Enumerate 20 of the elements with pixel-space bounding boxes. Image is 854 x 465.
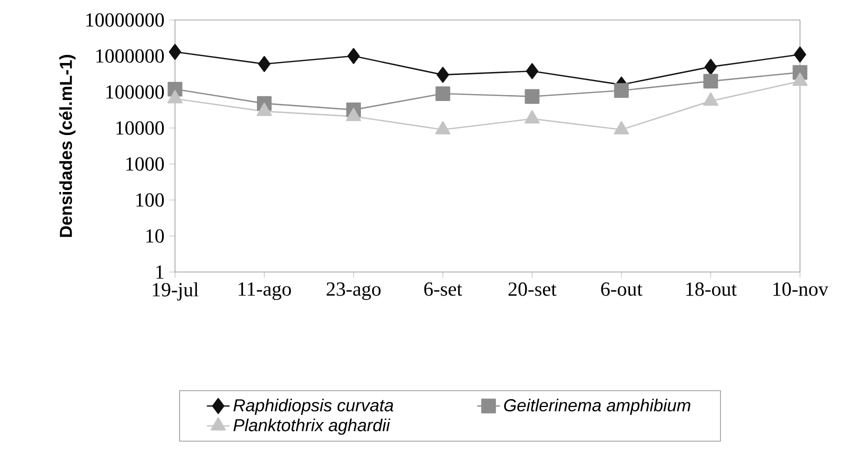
x-tick-label: 10-nov bbox=[773, 282, 828, 296]
x-tick-label: 23-ago bbox=[326, 282, 381, 300]
legend-label: Geitlerinema amphibium bbox=[504, 398, 690, 415]
legend-label: Planktothrix aghardii bbox=[233, 418, 390, 435]
y-tick-label: 10000000 bbox=[86, 13, 164, 27]
y-tick-label: 100 bbox=[136, 193, 164, 207]
y-tick-label: 1 bbox=[156, 265, 164, 279]
legend-label: Raphidiopsis curvata bbox=[233, 398, 394, 415]
x-tick-label: 6-set bbox=[424, 282, 462, 296]
y-tick-label: 100000 bbox=[106, 85, 164, 99]
x-tick-label: 11-ago bbox=[238, 282, 291, 300]
y-tick-label: 10000 bbox=[116, 121, 164, 135]
y-tick-label: 10 bbox=[146, 229, 164, 243]
x-tick-label: 19-jul bbox=[152, 282, 198, 301]
y-axis-title: Densidades (cél.mL-1) bbox=[59, 54, 76, 237]
x-tick-label: 20-set bbox=[508, 282, 556, 296]
x-tick-label: 6-out bbox=[601, 282, 642, 296]
y-tick-label: 1000 bbox=[126, 157, 164, 171]
x-tick-label: 18-out bbox=[686, 282, 737, 296]
y-tick-label: 1000000 bbox=[96, 49, 164, 63]
